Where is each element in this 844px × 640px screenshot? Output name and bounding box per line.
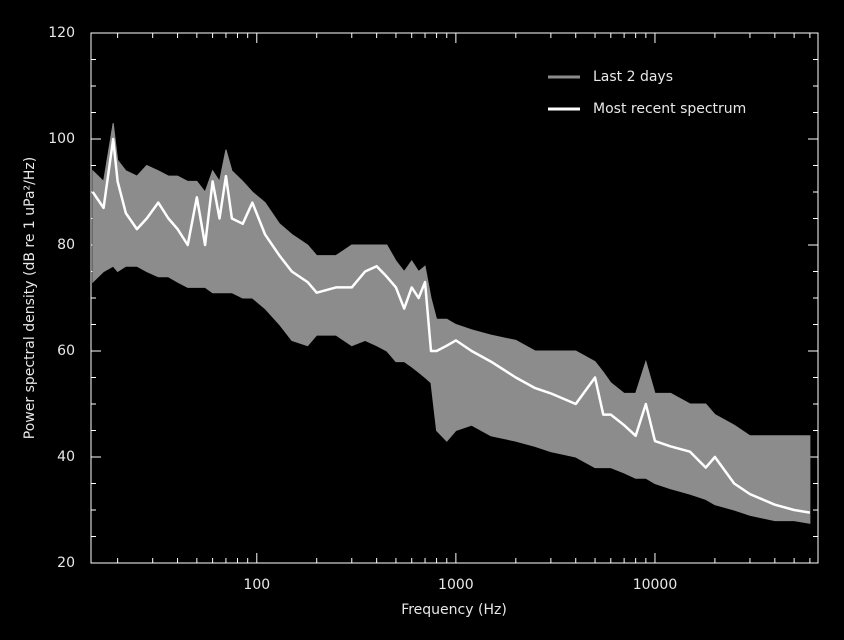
x-axis-label: Frequency (Hz)	[401, 602, 507, 618]
legend-label: Most recent spectrum	[593, 101, 746, 117]
y-tick-label: 60	[57, 343, 75, 359]
band	[92, 123, 811, 524]
y-tick-label: 20	[57, 555, 75, 571]
line	[91, 137, 811, 514]
legend-label: Last 2 days	[593, 69, 673, 85]
y-axis-label: Power spectral density (dB re 1 uPa²/Hz)	[22, 157, 38, 439]
y-tick-label: 80	[57, 237, 75, 253]
y-tick-label: 120	[48, 25, 75, 41]
x-tick-label: 100	[243, 577, 270, 593]
x-tick-label: 1000	[438, 577, 474, 593]
y-tick-label: 40	[57, 449, 75, 465]
x-tick-label: 10000	[633, 577, 678, 593]
y-tick-label: 100	[48, 131, 75, 147]
